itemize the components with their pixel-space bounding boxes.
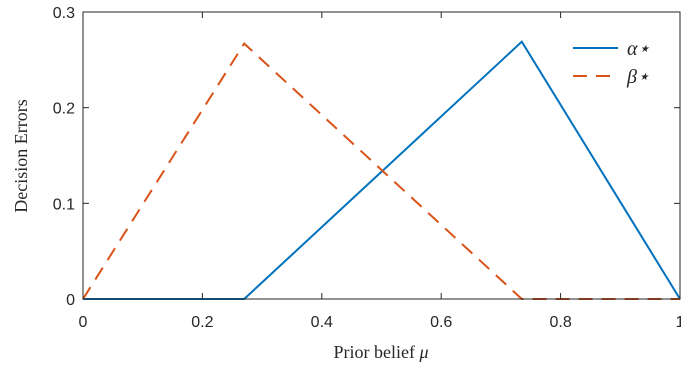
x-axis-title-text: Prior belief	[333, 342, 414, 362]
y-tick-label: 0.3	[53, 5, 75, 22]
x-tick-label: 0.2	[191, 314, 213, 331]
x-axis-ticks: 0 0.2 0.4 0.6 0.8 1	[79, 12, 681, 331]
x-axis-title-symbol: μ	[418, 342, 428, 362]
y-tick-label: 0.1	[53, 196, 75, 213]
x-tick-label: 0.6	[430, 314, 452, 331]
x-tick-label: 1	[676, 314, 681, 331]
plot-frame	[82, 11, 681, 300]
legend-label: α⋆	[627, 38, 650, 60]
y-axis-title: Decision Errors	[11, 99, 31, 212]
plot-area	[83, 12, 680, 299]
x-axis-title: Prior belief μ	[333, 342, 428, 362]
series-line-beta	[82, 42, 680, 300]
y-axis-ticks: 0 0.1 0.2 0.3	[53, 5, 680, 309]
y-tick-label: 0.2	[53, 101, 75, 118]
x-tick-label: 0	[79, 314, 88, 331]
x-tick-label: 0.4	[311, 314, 333, 331]
y-tick-label: 0	[66, 292, 75, 309]
legend: α⋆ β⋆	[573, 38, 650, 88]
x-tick-label: 0.8	[549, 314, 571, 331]
legend-label: β⋆	[626, 66, 649, 88]
